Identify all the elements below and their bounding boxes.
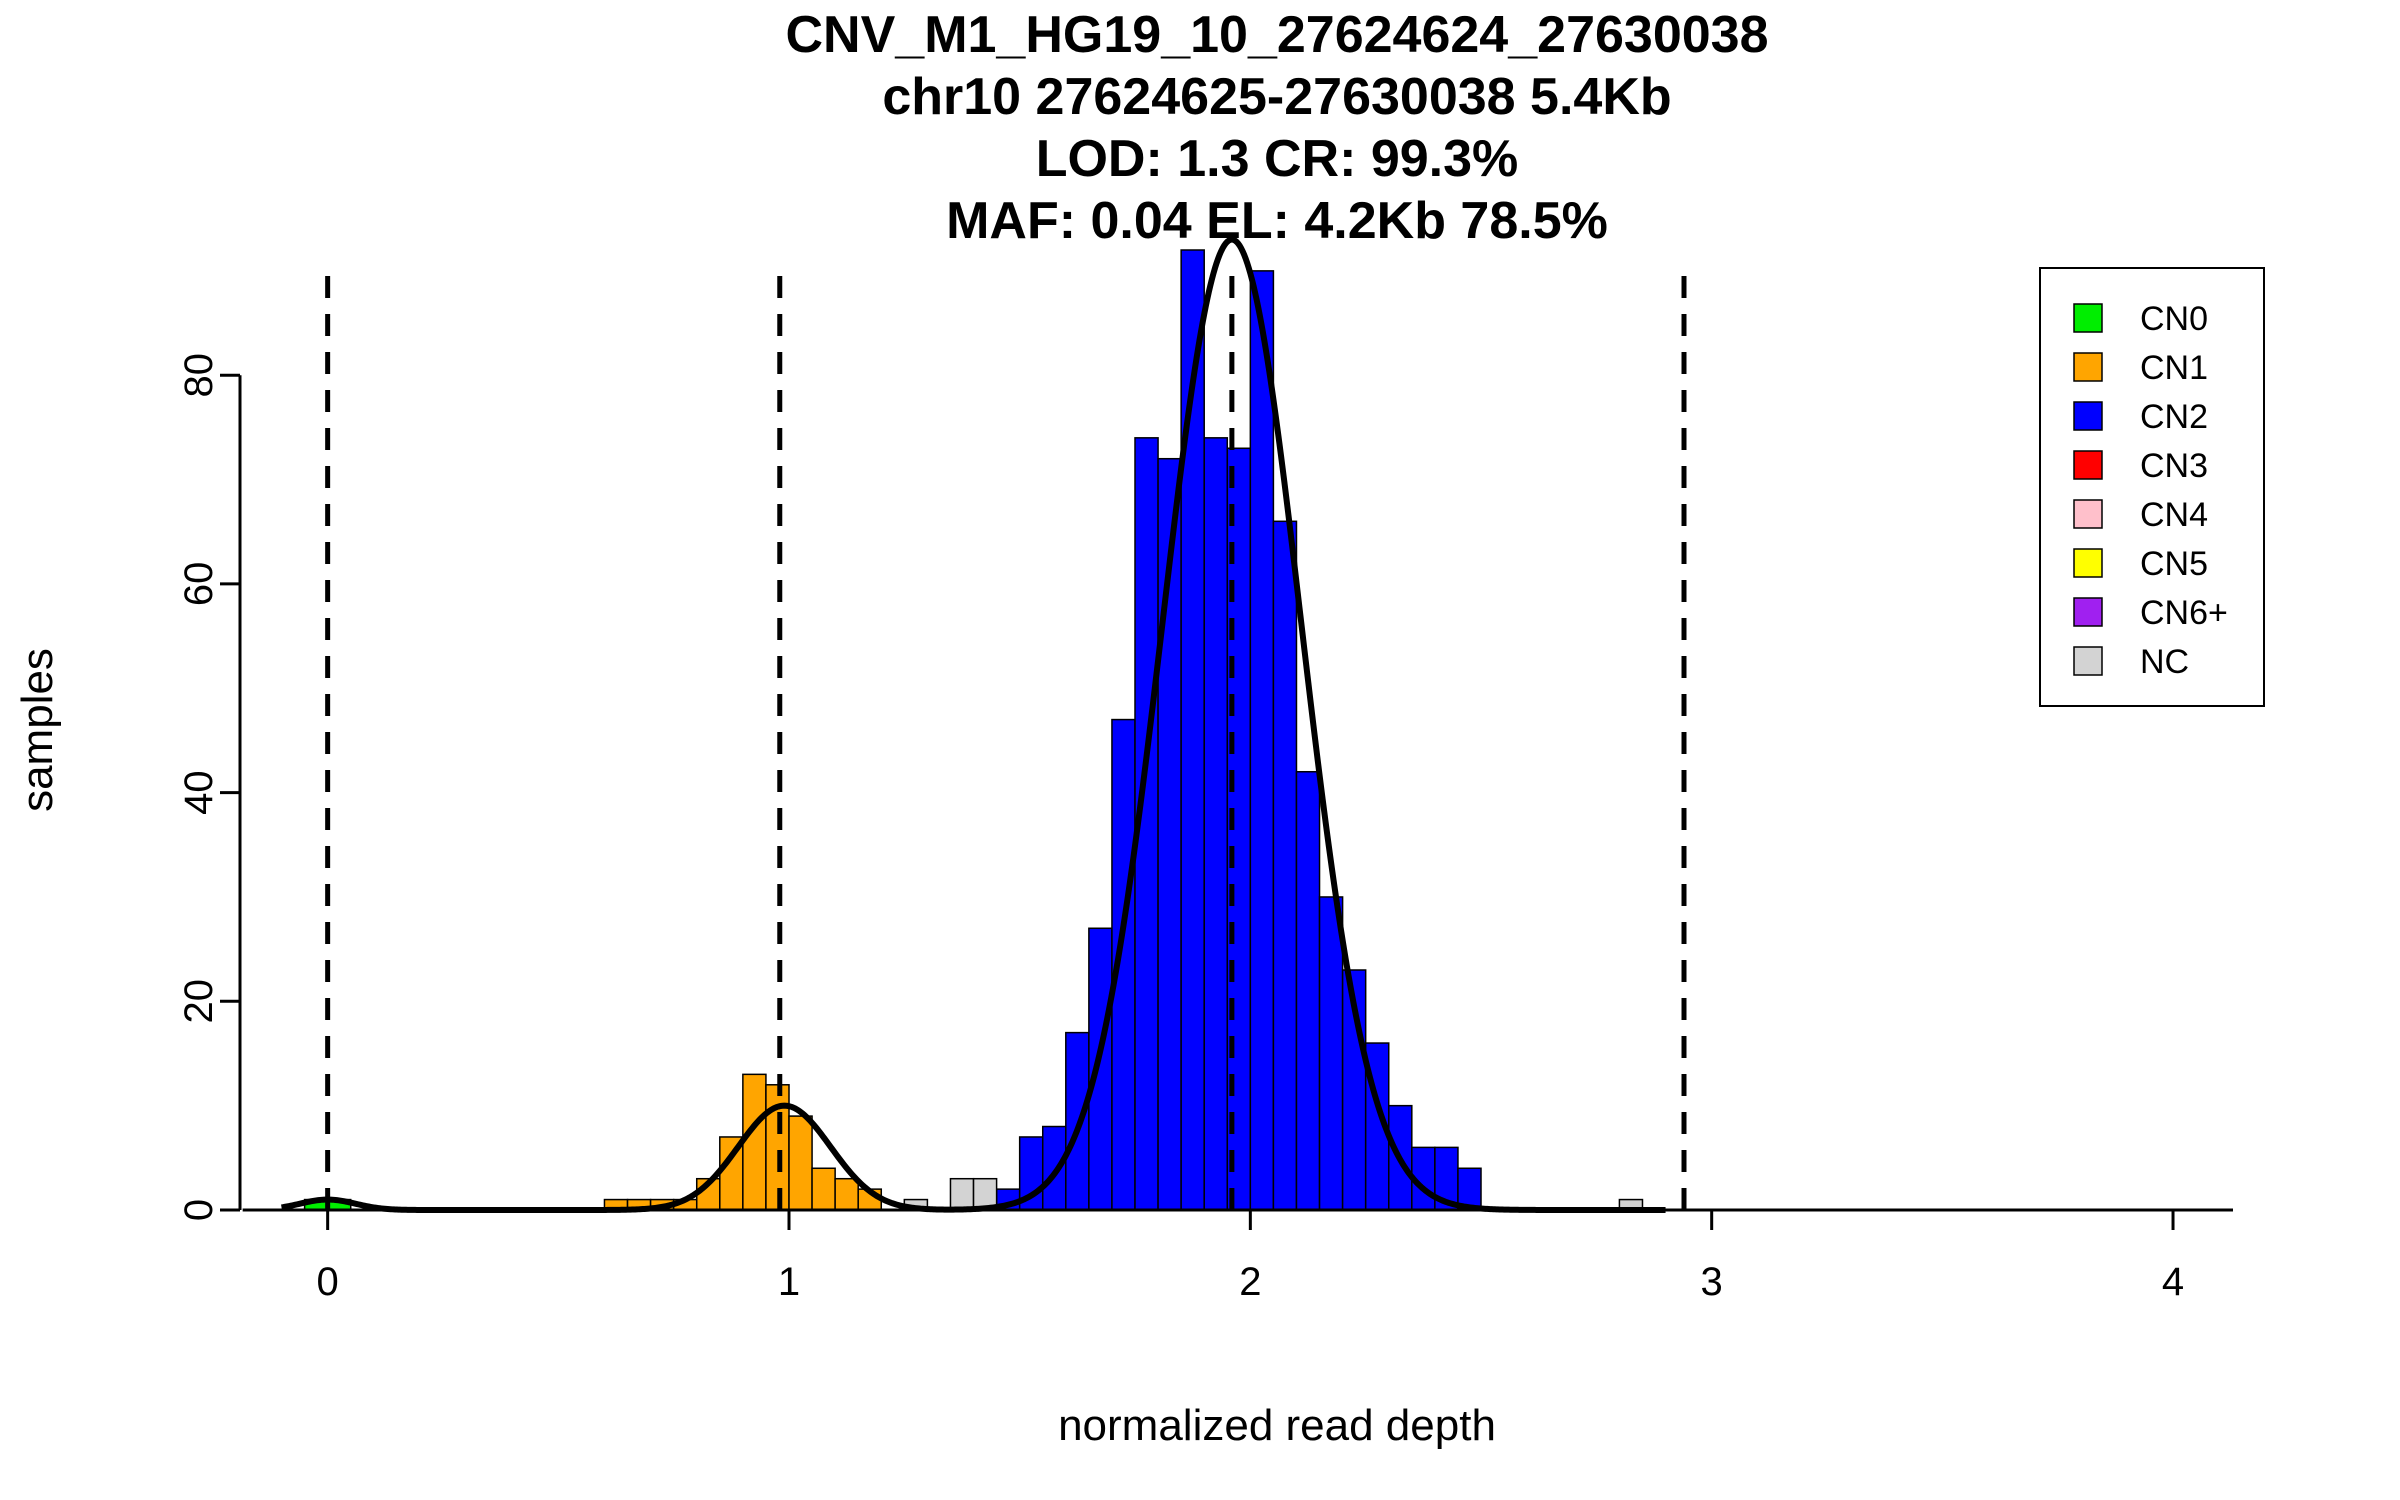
- legend-label-5: CN5: [2140, 545, 2208, 583]
- legend-swatch-7: [2073, 646, 2103, 676]
- y-tick-label-1: 20: [177, 979, 221, 1024]
- histogram-bar-cn2-5: [1088, 927, 1113, 1211]
- legend-label-1: CN1: [2140, 349, 2208, 387]
- histogram-bar-cn1-9: [811, 1167, 836, 1211]
- y-tick-label-3: 60: [177, 562, 221, 607]
- histogram-bar-cn1-6: [742, 1073, 767, 1211]
- histogram-bar-cn2-3: [1041, 1125, 1067, 1211]
- histogram-bar-cn2-14: [1295, 770, 1321, 1211]
- title-line-3: LOD: 1.3 CR: 99.3%: [1036, 130, 1519, 188]
- y-tick-label-4: 80: [177, 353, 221, 398]
- title-line-1: CNV_M1_HG19_10_27624624_27630038: [785, 6, 1768, 64]
- y-axis-ticks: 0 20 40 60 80: [177, 353, 240, 1221]
- histogram-bars: [303, 249, 2058, 1211]
- legend-swatch-6: [2073, 597, 2103, 627]
- legend-label-2: CN2: [2140, 398, 2208, 436]
- histogram-bar-cn1-8: [788, 1115, 813, 1211]
- histogram-bar-nc-1: [949, 1177, 975, 1211]
- legend-label-4: CN4: [2140, 496, 2208, 534]
- title-line-2: chr10 27624625-27630038 5.4Kb: [882, 68, 1671, 126]
- mixture-fit-curve: [281, 236, 1666, 1213]
- legend-box: [2039, 267, 2265, 707]
- legend-swatch-3: [2073, 450, 2103, 480]
- legend-label-3: CN3: [2140, 447, 2208, 485]
- histogram-bar-cn2-10: [1203, 437, 1229, 1211]
- x-tick-label-1: 1: [778, 1260, 800, 1304]
- legend-swatch-4: [2073, 499, 2103, 529]
- x-tick-label-4: 4: [2162, 1260, 2184, 1304]
- legend-label-0: CN0: [2140, 300, 2208, 338]
- histogram-bar-cn1-10: [834, 1177, 859, 1211]
- x-tick-label-0: 0: [317, 1260, 339, 1304]
- legend-swatch-0: [2073, 303, 2103, 333]
- title-line-4: MAF: 0.04 EL: 4.2Kb 78.5%: [946, 192, 1608, 250]
- histogram-bar-cn2-15: [1318, 896, 1344, 1211]
- y-tick-label-2: 40: [177, 770, 221, 815]
- y-axis-label: samples: [13, 648, 62, 812]
- histogram-bar-cn2-13: [1272, 520, 1298, 1211]
- axes: 0 1 2 3 4 0 20 40 60 80: [177, 353, 2233, 1304]
- legend-label-6: CN6+: [2140, 594, 2228, 632]
- dashed-reference-lines: [325, 268, 1687, 1210]
- legend-swatch-2: [2073, 401, 2103, 431]
- y-tick-label-0: 0: [177, 1199, 221, 1221]
- histogram-bar-cn2-12: [1249, 270, 1275, 1211]
- legend-label-7: NC: [2140, 643, 2189, 681]
- chart-title: CNV_M1_HG19_10_27624624_27630038 chr10 2…: [785, 6, 1768, 250]
- legend-swatch-5: [2073, 548, 2103, 578]
- x-tick-label-3: 3: [1701, 1260, 1723, 1304]
- legend: CN0 CN1 CN2 CN3 CN4 CN5 CN6+ NC: [2039, 267, 2265, 707]
- fit-curves: [281, 236, 1666, 1213]
- legend-swatch-1: [2073, 352, 2103, 382]
- x-axis-label: normalized read depth: [1058, 1401, 1496, 1450]
- x-axis-ticks: 0 1 2 3 4: [317, 1210, 2184, 1304]
- x-tick-label-2: 2: [1239, 1260, 1261, 1304]
